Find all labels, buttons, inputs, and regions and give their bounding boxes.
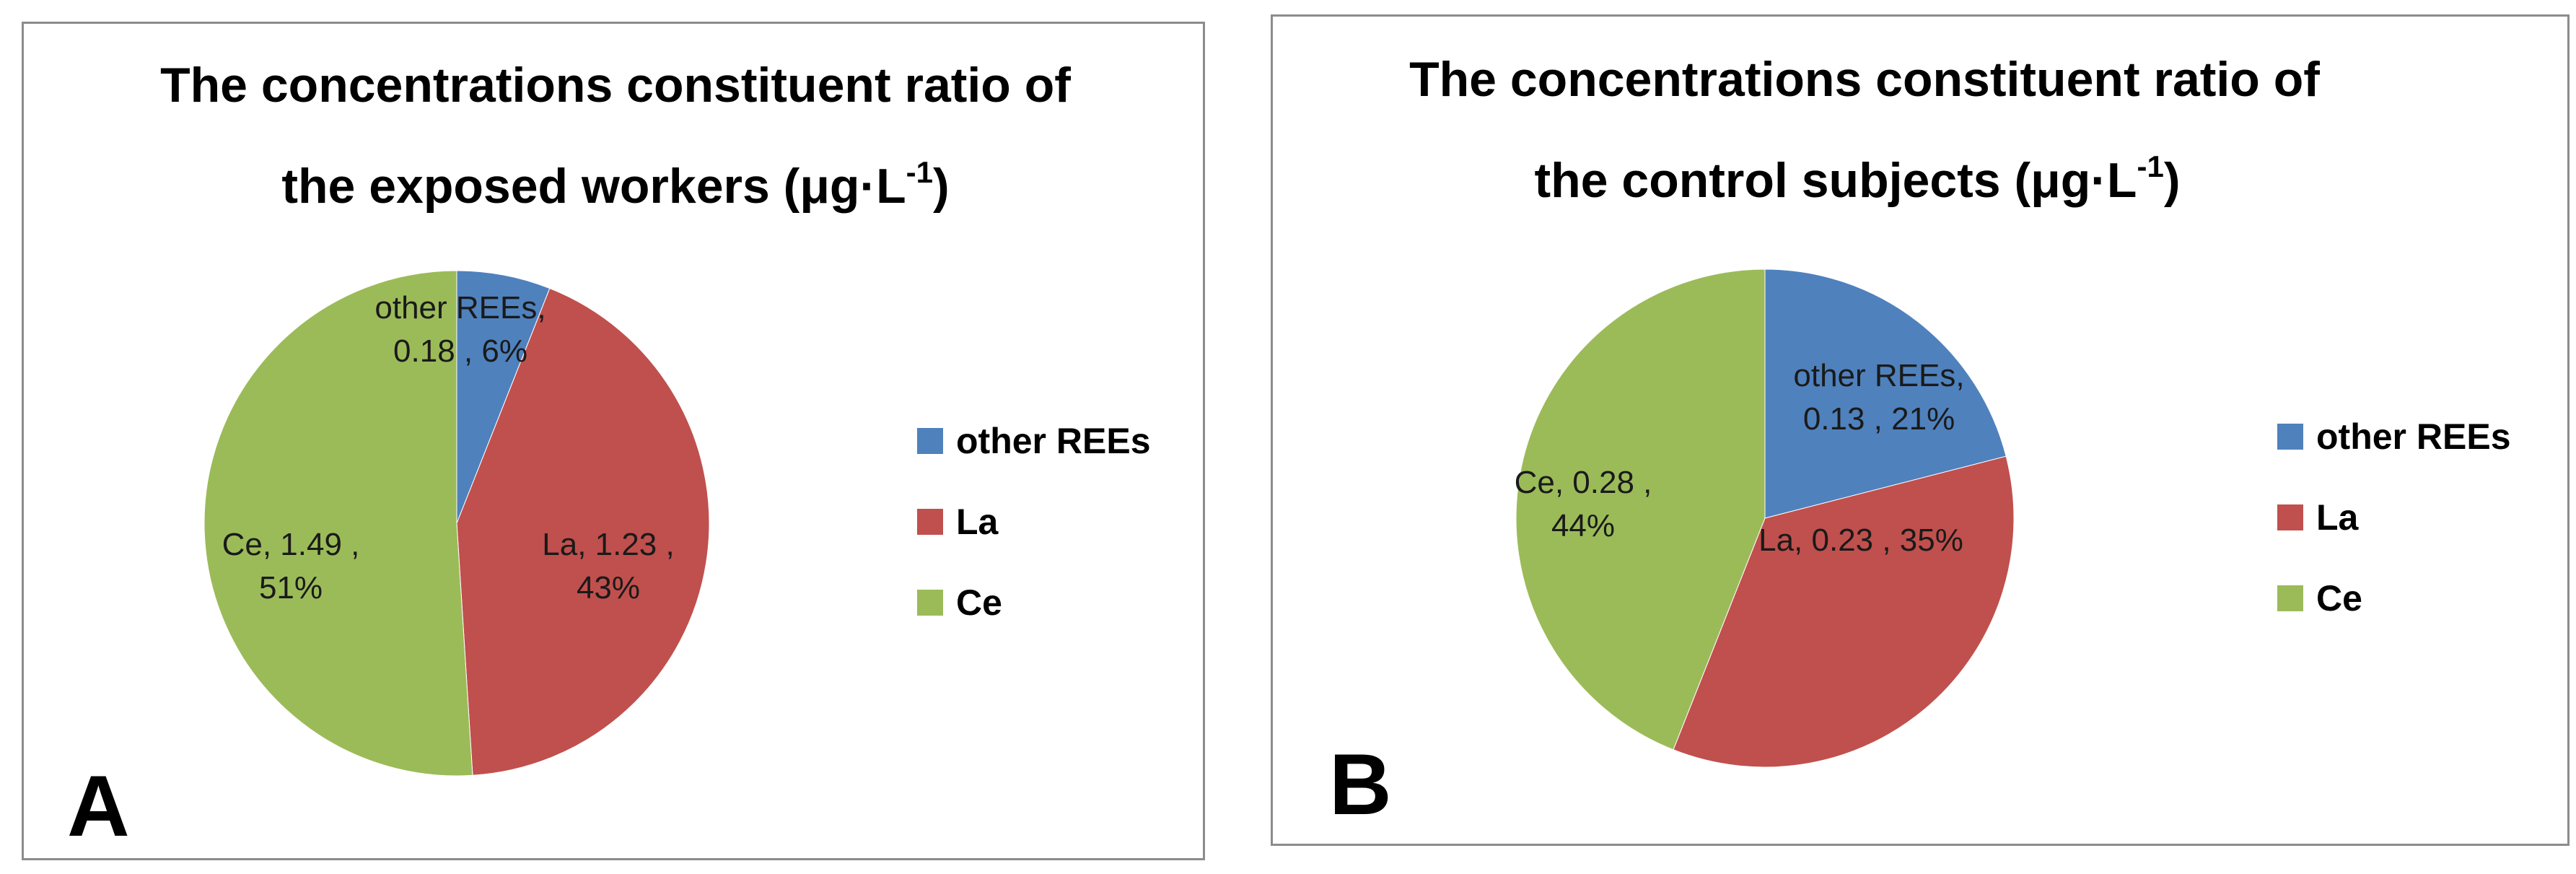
slice-label-ce-line2: 51% [259, 570, 323, 606]
pie-slice-ce [203, 270, 473, 777]
legend-swatch-la [917, 509, 943, 535]
legend-label-other-rees: other REEs [2316, 416, 2511, 457]
legend-label-ce: Ce [956, 582, 1002, 623]
slice-label-ce-line1: Ce, 0.28 , [1515, 465, 1652, 500]
legend-swatch-la [2277, 504, 2303, 530]
pie-slice-other-rees [1764, 268, 2007, 519]
pie-chart-a-svg: The concentrations constituent ratio of … [67, 58, 1151, 855]
slice-label-ce-line1: Ce, 1.49 , [222, 527, 360, 562]
panel-letter-b: B [1329, 736, 1392, 833]
legend-label-ce: Ce [2316, 578, 2362, 619]
legend-label-la: La [956, 502, 999, 542]
legend-swatch-ce [2277, 585, 2303, 611]
slice-label-ce-line2: 44% [1551, 508, 1615, 543]
slice-label-other-rees-line1: other REEs, [1793, 358, 1964, 393]
chart-title-line1: The concentrations constituent ratio of [160, 58, 1071, 113]
pie-slice-other-rees [456, 270, 551, 524]
slice-label-la-line1: La, 1.23 , [542, 527, 674, 562]
chart-title-line1: The concentrations constituent ratio of [1409, 52, 2320, 107]
chart-panel-b: The concentrations constituent ratio of … [1271, 14, 2570, 846]
pie-slice-la [1673, 455, 2015, 768]
slice-label-other-rees-line2: 0.18 , 6% [393, 333, 527, 369]
pie-b [1515, 268, 2015, 768]
chart-title-line2: the control subjects (μg·L-1) [1535, 149, 2181, 208]
chart-panel-a: The concentrations constituent ratio of … [22, 22, 1205, 860]
pie-slice-la [456, 287, 710, 776]
slice-label-other-rees-line1: other REEs, [374, 290, 546, 325]
pie-slice-ce [1515, 268, 1766, 751]
chart-title-line2: the exposed workers (μg·L-1) [281, 155, 949, 214]
slice-label-la-line1: La, 0.23 , 35% [1758, 523, 1963, 558]
legend-swatch-other-rees [2277, 424, 2303, 450]
pie-a [203, 270, 710, 777]
legend-swatch-other-rees [917, 428, 943, 454]
legend-label-other-rees: other REEs [956, 421, 1151, 461]
slice-label-la-line2: 43% [577, 570, 640, 606]
pie-chart-b-svg: The concentrations constituent ratio of … [1329, 52, 2511, 833]
slice-label-other-rees-line2: 0.13 , 21% [1803, 401, 1955, 437]
panel-letter-a: A [67, 758, 130, 855]
legend-label-la: La [2316, 497, 2360, 538]
legend-swatch-ce [917, 590, 943, 616]
